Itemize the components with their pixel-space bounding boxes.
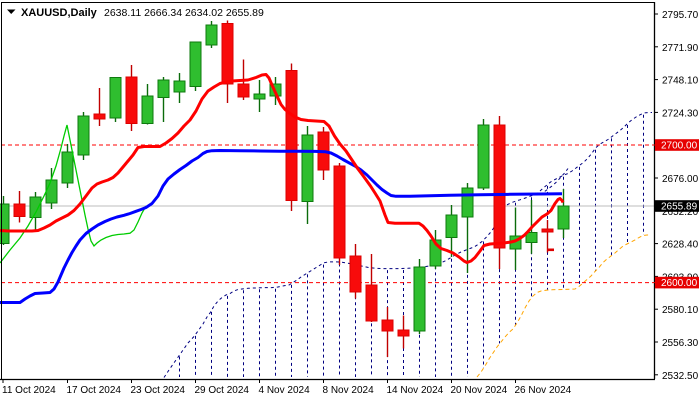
svg-text:2580.10: 2580.10 — [662, 305, 699, 316]
svg-text:2532.50: 2532.50 — [662, 371, 699, 382]
svg-text:2638.11 2666.34 2634.02 2655.8: 2638.11 2666.34 2634.02 2655.89 — [104, 7, 264, 19]
svg-text:8 Nov 2024: 8 Nov 2024 — [323, 385, 375, 396]
svg-text:11 Oct 2024: 11 Oct 2024 — [2, 385, 56, 396]
svg-text:2795.70: 2795.70 — [662, 10, 699, 21]
svg-text:2600.00: 2600.00 — [661, 278, 698, 289]
svg-text:2556.30: 2556.30 — [662, 338, 699, 349]
svg-text:14 Nov 2024: 14 Nov 2024 — [387, 385, 444, 396]
svg-text:23 Oct 2024: 23 Oct 2024 — [131, 385, 186, 396]
svg-text:26 Nov 2024: 26 Nov 2024 — [515, 385, 572, 396]
svg-text:4 Nov 2024: 4 Nov 2024 — [259, 385, 311, 396]
svg-text:2748.10: 2748.10 — [662, 76, 699, 87]
svg-text:2724.30: 2724.30 — [662, 108, 699, 119]
svg-text:2676.00: 2676.00 — [662, 174, 699, 185]
svg-text:20 Nov 2024: 20 Nov 2024 — [451, 385, 508, 396]
svg-text:2655.89: 2655.89 — [661, 202, 698, 213]
svg-text:XAUUSD,Daily: XAUUSD,Daily — [21, 7, 98, 19]
svg-text:29 Oct 2024: 29 Oct 2024 — [195, 385, 250, 396]
svg-text:2628.40: 2628.40 — [662, 240, 699, 251]
svg-text:2771.90: 2771.90 — [662, 43, 699, 54]
svg-text:2700.00: 2700.00 — [661, 141, 698, 152]
svg-text:17 Oct 2024: 17 Oct 2024 — [67, 385, 122, 396]
svg-text:2652.20: 2652.20 — [662, 207, 699, 218]
